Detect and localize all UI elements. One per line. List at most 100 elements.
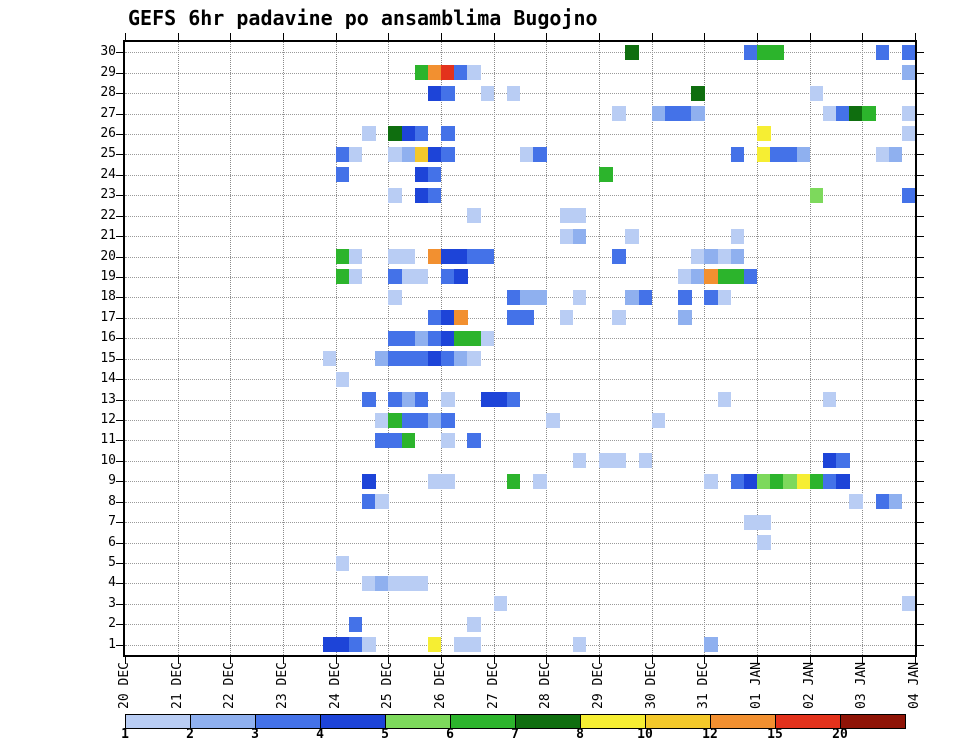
heatmap-cell — [757, 146, 771, 162]
heatmap-cell — [612, 310, 626, 326]
x-tick-label: 23 DEC — [275, 662, 290, 709]
heatmap-cell — [612, 106, 626, 122]
heatmap-cell — [822, 392, 837, 408]
heatmap-cell — [901, 187, 915, 203]
horizontal-gridline — [125, 174, 915, 176]
horizontal-gridline — [125, 338, 915, 340]
heatmap-cell — [757, 473, 771, 489]
x-tick — [493, 657, 495, 664]
heatmap-cell — [717, 392, 732, 408]
heatmap-cell — [388, 269, 402, 285]
y-tick-right — [917, 501, 924, 503]
heatmap-cell — [559, 310, 574, 326]
horizontal-gridline — [125, 133, 915, 135]
heatmap-cell — [427, 351, 442, 367]
heatmap-cell — [730, 269, 745, 285]
horizontal-gridline — [125, 256, 915, 258]
y-tick — [116, 583, 123, 585]
heatmap-cell — [875, 44, 890, 60]
heatmap-cell — [849, 106, 863, 122]
heatmap-cell — [520, 146, 534, 162]
heatmap-cell — [559, 228, 574, 244]
x-tick-label: 04 JAN — [907, 662, 922, 709]
heatmap-cell — [441, 473, 455, 489]
y-tick-right — [917, 113, 924, 115]
heatmap-cell — [743, 269, 758, 285]
y-tick-right — [917, 195, 924, 197]
heatmap-cell — [441, 126, 455, 142]
y-tick-label: 18 — [100, 289, 116, 305]
heatmap-cell — [796, 146, 811, 162]
y-tick — [116, 338, 123, 340]
heatmap-cell — [743, 44, 758, 60]
heatmap-cell — [401, 330, 416, 346]
x-tick — [757, 657, 758, 664]
heatmap-cell — [441, 146, 455, 162]
horizontal-gridline — [125, 276, 915, 278]
heatmap-cell — [770, 473, 784, 489]
x-tick-top — [177, 33, 179, 40]
y-tick-label: 23 — [100, 187, 116, 203]
heatmap-cell — [757, 535, 771, 551]
vertical-gridline — [599, 42, 600, 655]
horizontal-gridline — [125, 522, 915, 524]
heatmap-cell — [388, 126, 402, 142]
y-tick-right — [917, 399, 924, 401]
heatmap-cell — [888, 494, 903, 510]
heatmap-cell — [862, 106, 876, 122]
heatmap-cell — [427, 330, 442, 346]
colorbar-label: 20 — [832, 727, 848, 742]
heatmap-cell — [401, 575, 416, 591]
colorbar-segment — [385, 714, 451, 729]
heatmap-cell — [783, 473, 797, 489]
heatmap-cell — [783, 146, 797, 162]
y-tick-right — [917, 93, 924, 95]
heatmap-cell — [467, 330, 481, 346]
y-tick-label: 4 — [108, 575, 116, 591]
heatmap-cell — [520, 310, 534, 326]
heatmap-cell — [770, 146, 784, 162]
colorbar-label: 1 — [121, 727, 129, 742]
x-tick — [704, 657, 706, 664]
heatmap-cell — [625, 289, 639, 305]
heatmap-cell — [441, 412, 455, 428]
colorbar-segment — [710, 714, 776, 729]
colorbar-segment — [450, 714, 516, 729]
x-tick-label: 25 DEC — [380, 662, 396, 709]
heatmap-cell — [375, 494, 389, 510]
heatmap-cell — [375, 575, 389, 591]
vertical-gridline — [388, 42, 390, 655]
y-tick-label: 6 — [108, 534, 116, 550]
heatmap-cell — [520, 289, 534, 305]
heatmap-cell — [401, 432, 416, 448]
heatmap-cell — [388, 330, 402, 346]
heatmap-cell — [704, 269, 718, 285]
y-tick-label: 29 — [100, 64, 116, 80]
y-tick-right — [917, 542, 924, 544]
heatmap-cell — [454, 351, 468, 367]
y-tick — [116, 501, 123, 503]
heatmap-cell — [480, 85, 495, 101]
y-tick-right — [917, 420, 924, 422]
heatmap-cell — [480, 330, 495, 346]
heatmap-cell — [348, 269, 363, 285]
colorbar-label: 10 — [637, 727, 653, 742]
heatmap-cell — [401, 412, 416, 428]
colorbar-label: 12 — [702, 727, 718, 742]
heatmap-cell — [506, 473, 521, 489]
heatmap-cell — [651, 106, 666, 122]
heatmap-cell — [388, 412, 402, 428]
heatmap-cell — [335, 167, 350, 183]
x-tick — [283, 657, 284, 664]
y-tick-right — [917, 358, 924, 360]
y-tick-right — [917, 440, 924, 442]
heatmap-cell — [441, 249, 455, 265]
x-tick-label: 21 DEC — [169, 662, 185, 709]
x-tick-top — [651, 33, 653, 40]
heatmap-cell — [730, 146, 745, 162]
heatmap-cell — [388, 351, 402, 367]
heatmap-cell — [809, 473, 824, 489]
heatmap-cell — [875, 146, 890, 162]
horizontal-gridline — [125, 440, 915, 442]
colorbar-label: 6 — [446, 727, 454, 742]
